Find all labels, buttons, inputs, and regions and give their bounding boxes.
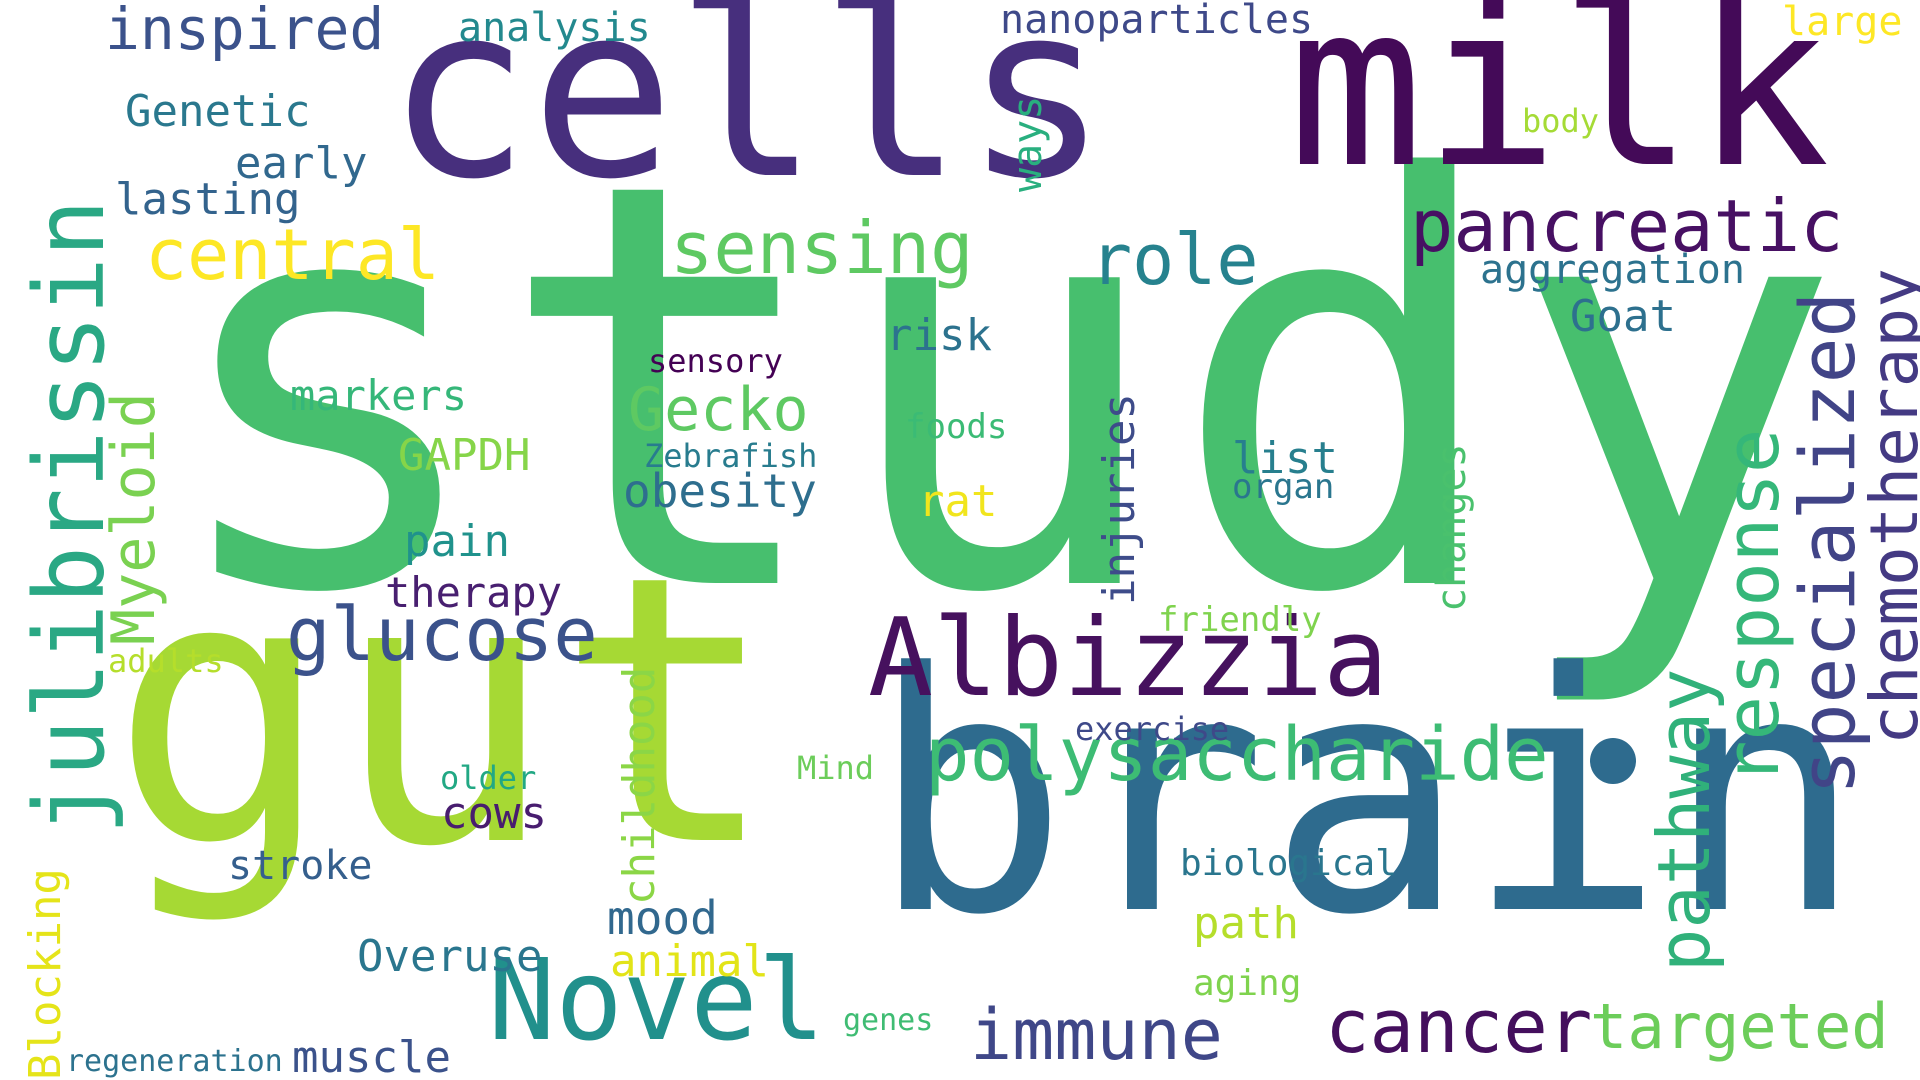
word-organ: organ <box>1232 467 1335 507</box>
word-aging: aging <box>1193 963 1302 1004</box>
word-pancreatic: pancreatic <box>1410 184 1844 268</box>
word-study: study <box>158 64 1844 716</box>
word-gecko: Gecko <box>628 375 809 445</box>
word-brain: brain <box>870 603 1864 987</box>
word-genes: genes <box>843 1003 934 1038</box>
word-therapy: therapy <box>385 568 563 617</box>
word-mood: mood <box>607 891 718 945</box>
word-cancer: cancer <box>1325 984 1593 1070</box>
word-sensory: sensory <box>648 342 783 380</box>
word-pathway: pathway <box>1642 668 1726 972</box>
word-inspired: inspired <box>105 0 385 63</box>
word-friendly: friendly <box>1158 600 1322 640</box>
word-foods: foods <box>905 407 1008 447</box>
word-regeneration: regeneration <box>66 1044 283 1079</box>
word-goat: Goat <box>1570 291 1676 342</box>
word-milk: milk <box>1288 0 1830 218</box>
word-glucose: glucose <box>286 592 598 678</box>
word-cows: cows <box>441 788 547 839</box>
word-large: large <box>1782 0 1903 45</box>
word-albizzia: Albizzia <box>868 596 1389 721</box>
word-biological: biological <box>1180 843 1397 884</box>
word-chemotherapy: chemotherapy <box>1856 268 1920 745</box>
word-nanoparticles: nanoparticles <box>1000 0 1314 43</box>
word-list: list <box>1232 433 1338 484</box>
word-pain: pain <box>404 516 510 567</box>
word-novel: Novel <box>488 936 826 1066</box>
word-myeloid: Myeloid <box>99 392 169 645</box>
word-obesity: obesity <box>623 464 817 518</box>
word-analysis: analysis <box>458 5 651 51</box>
word-rat: rat <box>918 476 998 527</box>
word-changes: changes <box>1429 443 1475 612</box>
word-specialized: specialized <box>1783 291 1872 795</box>
word-risk: risk <box>886 310 992 361</box>
word-role: role <box>1090 219 1259 301</box>
word-childhood: childhood <box>614 666 665 905</box>
word-muscle: muscle <box>292 1032 451 1080</box>
word-genetic: Genetic <box>125 86 311 137</box>
word-zebrafish: Zebrafish <box>644 437 818 475</box>
word-overuse: Overuse <box>357 931 543 982</box>
word-ways: ways <box>1005 95 1051 192</box>
word-gapdh: GAPDH <box>398 430 531 481</box>
word-lasting: lasting <box>115 174 301 225</box>
word-immune: immune <box>970 994 1223 1076</box>
dot-mark <box>1590 738 1636 784</box>
word-central: central <box>145 214 441 296</box>
word-mind: Mind <box>797 749 875 787</box>
word-path: path <box>1193 898 1299 949</box>
word-injuries: injuries <box>1094 393 1145 605</box>
word-markers: markers <box>290 371 468 420</box>
word-polysaccharide: polysaccharide <box>925 712 1549 798</box>
word-body: body <box>1522 102 1600 140</box>
word-adults: adults <box>108 642 224 680</box>
word-response: response <box>1710 428 1796 785</box>
word-animal: animal <box>610 936 769 987</box>
word-stroke: stroke <box>228 843 373 889</box>
word-early: early <box>235 138 368 189</box>
word-exercise: exercise <box>1075 710 1230 748</box>
word-older: older <box>440 759 537 797</box>
word-gut: gut <box>110 498 779 928</box>
word-targeted: targeted <box>1590 990 1889 1063</box>
word-blocking: Blocking <box>20 868 71 1080</box>
word-aggregation: aggregation <box>1480 247 1745 293</box>
word-sensing: sensing <box>670 206 974 290</box>
word-cells: cells <box>386 0 1109 232</box>
